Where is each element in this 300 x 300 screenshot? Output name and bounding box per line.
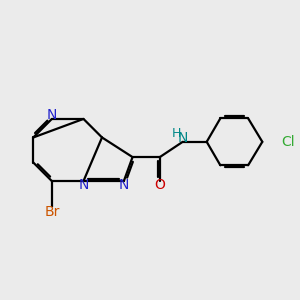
- Text: Br: Br: [44, 205, 59, 219]
- Text: N: N: [47, 108, 57, 122]
- Text: N: N: [118, 178, 129, 192]
- Text: N: N: [178, 131, 188, 145]
- Text: O: O: [154, 178, 165, 192]
- Text: Cl: Cl: [281, 135, 295, 149]
- Text: H: H: [172, 127, 181, 140]
- Text: N: N: [78, 178, 89, 192]
